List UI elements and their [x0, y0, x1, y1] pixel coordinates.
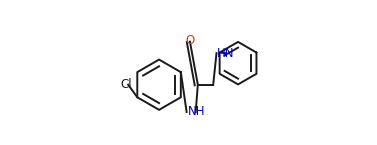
Text: O: O	[185, 34, 194, 47]
Text: Cl: Cl	[120, 78, 132, 91]
Text: HN: HN	[217, 47, 235, 60]
Text: NH: NH	[188, 106, 205, 118]
